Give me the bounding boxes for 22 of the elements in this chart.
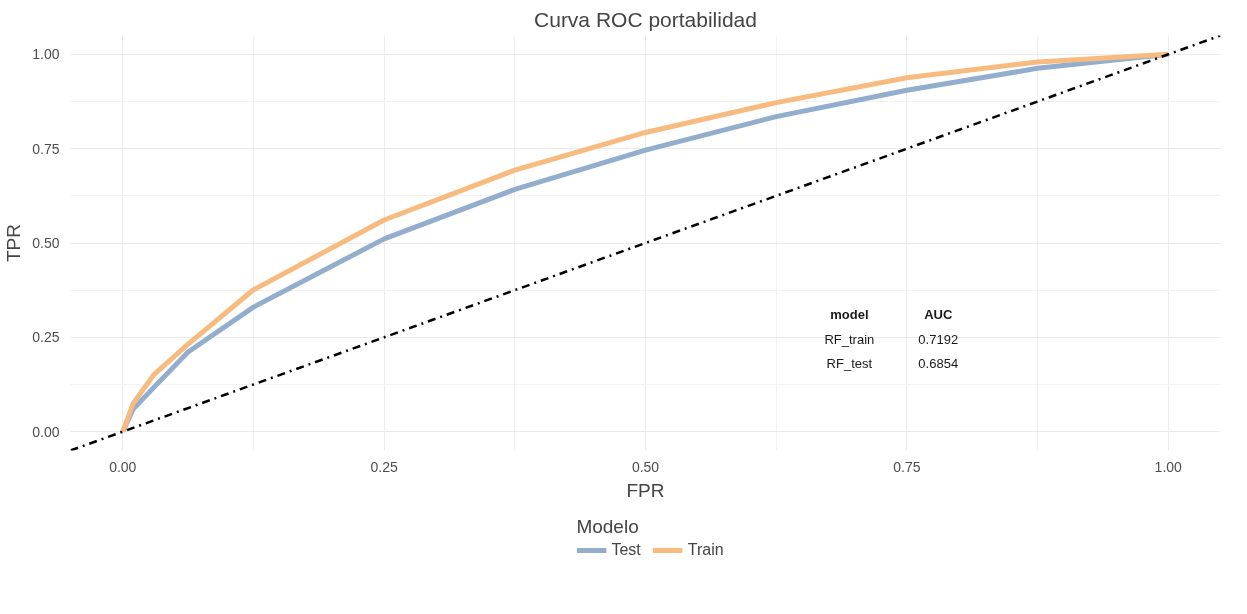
annotation: AUC: [924, 307, 953, 323]
y-tick-label: 1.00: [32, 46, 60, 63]
legend-label: Train: [687, 541, 724, 559]
annotation: RF_test: [826, 356, 873, 372]
x-tick-label: 0.75: [893, 458, 921, 475]
annotation: 0.7192: [918, 331, 959, 347]
y-tick-label: 0.50: [32, 235, 60, 251]
y-tick-label: 0.00: [32, 423, 60, 440]
legend-label: Test: [611, 541, 641, 559]
x-tick-label: 0.50: [631, 458, 660, 475]
y-axis-title: TPR: [3, 224, 25, 262]
annotation: 0.6854: [918, 356, 959, 372]
x-tick-label: 0.00: [109, 458, 137, 475]
y-tick-label: 0.75: [32, 140, 60, 157]
x-tick-label: 0.25: [370, 458, 398, 475]
x-tick-label: 1.00: [1154, 458, 1183, 475]
x-axis-title: FPR: [626, 479, 665, 501]
legend-title: Modelo: [576, 516, 640, 538]
annotation: model: [830, 307, 869, 323]
chart-title: Curva ROC portabilidad: [534, 7, 757, 31]
y-tick-label: 0.25: [32, 329, 60, 346]
annotation: RF_train: [824, 331, 875, 347]
